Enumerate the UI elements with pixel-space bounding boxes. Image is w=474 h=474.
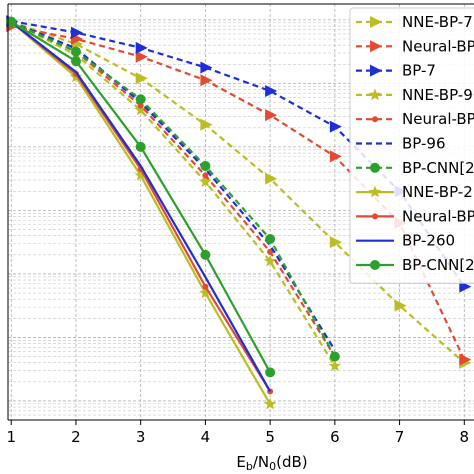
series-line [11, 20, 466, 288]
series-line [10, 20, 336, 367]
triangle-marker [265, 172, 278, 185]
legend-entry: Neural-BP [356, 110, 474, 128]
legend-entry: BP-7 [356, 62, 436, 80]
legend-entry: NNE-BP-96 [356, 86, 474, 104]
x-tick-label: 7 [395, 428, 405, 446]
star-marker [134, 169, 147, 181]
triangle-marker [265, 85, 278, 98]
star-marker [263, 397, 277, 410]
series-line [10, 20, 336, 358]
circle-marker [200, 249, 211, 260]
legend-entry: BP-260 [356, 232, 455, 250]
series-line [10, 20, 336, 358]
triangle-marker [70, 26, 83, 39]
circle-marker [70, 56, 81, 67]
triangle-marker [135, 50, 148, 63]
x-tick-label: 1 [6, 428, 16, 446]
series-line [10, 20, 466, 364]
legend-label: Neural-BP [402, 37, 474, 55]
legend-label: BP-CNN[2 [402, 159, 474, 177]
legend-entry: Neural-BP [356, 207, 474, 225]
legend-label: BP-7 [402, 62, 436, 80]
legend-label: NNE-BP-96 [402, 86, 474, 104]
legend-label: NNE-BP-2 [402, 183, 473, 201]
dot-marker [372, 116, 378, 123]
dot-marker [137, 102, 144, 109]
legend-entry: Neural-BP [356, 37, 474, 55]
circle-marker [329, 351, 340, 362]
circle-marker [265, 367, 276, 378]
legend-label: BP-CNN[2 [402, 256, 474, 274]
axes: 1 2 3 4 5 6 7 8 [6, 3, 474, 446]
series [6, 16, 276, 378]
triangle-marker [265, 109, 278, 122]
x-tick-label: 3 [136, 428, 146, 446]
series-line [10, 20, 336, 351]
triangle-marker [329, 150, 342, 163]
legend-label: BP-260 [402, 232, 455, 250]
series [8, 18, 338, 360]
series [6, 16, 340, 362]
star-marker [328, 359, 341, 372]
legend-box [349, 7, 474, 284]
legend-entry: BP-CNN[2 [356, 256, 474, 274]
legend-entry: NNE-BP-7 [356, 13, 473, 31]
x-tick-label: 4 [201, 428, 211, 446]
circle-marker [370, 260, 380, 270]
triangle-marker [370, 64, 382, 77]
circle-marker [370, 162, 380, 173]
legend-entry: BP-96 [356, 135, 446, 153]
star-marker [199, 175, 212, 188]
circle-marker [6, 16, 17, 27]
dot-marker [202, 172, 209, 179]
triangle-marker [370, 16, 382, 28]
legend-label: NNE-BP-7 [402, 13, 473, 31]
triangle-marker [329, 120, 342, 133]
grid-lines [8, 4, 474, 420]
triangle-marker [135, 72, 148, 85]
circle-marker [70, 46, 81, 57]
x-axis-label: Eb/N0(dB) [236, 453, 307, 473]
star-marker [134, 103, 147, 116]
star-marker [368, 88, 382, 101]
dot-marker [372, 213, 378, 220]
triangle-marker [459, 353, 472, 366]
star-marker [199, 286, 212, 299]
series [10, 20, 272, 392]
legend-label: Neural-BP [402, 110, 474, 128]
x-tick-label: 2 [71, 428, 81, 446]
legend-label: BP-96 [402, 135, 446, 153]
triangle-marker [200, 74, 213, 87]
triangle-marker [370, 40, 382, 53]
legend-entry: NNE-BP-2 [356, 183, 473, 201]
dot-marker [202, 283, 209, 290]
triangle-marker [200, 61, 213, 74]
x-tick-label: 8 [460, 428, 470, 446]
x-tick-label: 5 [265, 428, 275, 446]
dot-marker [267, 248, 274, 255]
triangle-marker [135, 41, 148, 54]
star-marker [368, 185, 382, 198]
series [10, 20, 336, 351]
triangle-marker [329, 236, 342, 249]
series [5, 15, 341, 372]
star-marker [263, 254, 277, 267]
series-line [10, 20, 272, 392]
legend-label: Neural-BP [402, 207, 474, 225]
triangle-marker [200, 118, 213, 131]
circle-marker [200, 160, 211, 171]
circle-marker [135, 94, 146, 105]
legend-entry: BP-CNN[2 [356, 159, 474, 177]
circle-marker [265, 233, 276, 244]
circle-marker [135, 141, 146, 152]
legend: NNE-BP-7 Neural-BP BP-7 NNE-BP-96 Neural-BP B… [349, 7, 474, 284]
x-tick-label: 6 [330, 428, 340, 446]
triangle-marker [394, 299, 407, 312]
